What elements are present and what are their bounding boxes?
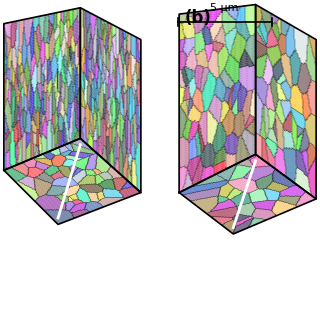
Text: (b): (b) [185,9,212,27]
Text: 5 μm: 5 μm [210,3,239,12]
